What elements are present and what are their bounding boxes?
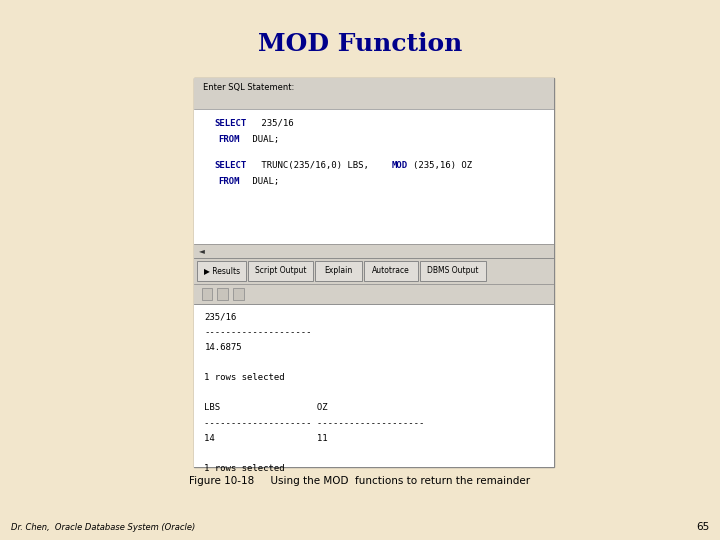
Text: 14                   11: 14 11 [204, 434, 328, 443]
Bar [194, 78, 554, 467]
Text: Figure 10-18     Using the MOD  functions to return the remainder: Figure 10-18 Using the MOD functions to … [189, 476, 531, 487]
Text: 235/16: 235/16 [204, 313, 237, 322]
Text: ▶ Results: ▶ Results [204, 266, 240, 275]
Text: 1 rows selected: 1 rows selected [204, 373, 285, 382]
Bar [194, 284, 554, 304]
Text: DUAL;: DUAL; [247, 177, 279, 186]
Text: -------------------- --------------------: -------------------- -------------------… [204, 418, 425, 428]
Text: FROM: FROM [218, 177, 240, 186]
Text: 14.6875: 14.6875 [204, 343, 242, 352]
Text: MOD: MOD [392, 161, 408, 170]
Text: DUAL;: DUAL; [247, 135, 279, 144]
Bar [197, 261, 246, 281]
Text: --------------------: -------------------- [204, 328, 312, 337]
Bar [202, 288, 212, 300]
Text: FROM: FROM [218, 135, 240, 144]
Bar [233, 288, 244, 300]
Bar [194, 304, 554, 467]
Text: SELECT: SELECT [215, 119, 247, 128]
Bar [194, 78, 554, 109]
Bar [364, 261, 418, 281]
Bar [217, 288, 228, 300]
Text: TRUNC(235/16,0) LBS,: TRUNC(235/16,0) LBS, [256, 161, 374, 170]
Text: DBMS Output: DBMS Output [427, 266, 479, 275]
Text: Dr. Chen,  Oracle Database System (Oracle): Dr. Chen, Oracle Database System (Oracle… [11, 523, 195, 532]
Text: Explain: Explain [325, 266, 353, 275]
Text: Script Output: Script Output [255, 266, 306, 275]
Bar [194, 109, 554, 244]
Bar [420, 261, 486, 281]
Text: 65: 65 [696, 522, 709, 532]
Bar [194, 244, 554, 258]
Text: MOD Function: MOD Function [258, 32, 462, 56]
Text: 1 rows selected: 1 rows selected [204, 464, 285, 473]
Text: ◄: ◄ [199, 246, 204, 255]
Text: (235,16) OZ: (235,16) OZ [413, 161, 472, 170]
Bar [194, 258, 554, 284]
Bar [248, 261, 313, 281]
Text: 235/16: 235/16 [256, 119, 294, 128]
Text: SELECT: SELECT [215, 161, 247, 170]
Text: Enter SQL Statement:: Enter SQL Statement: [203, 83, 294, 92]
Text: Autotrace: Autotrace [372, 266, 410, 275]
Text: LBS                  OZ: LBS OZ [204, 403, 328, 413]
Bar [315, 261, 362, 281]
